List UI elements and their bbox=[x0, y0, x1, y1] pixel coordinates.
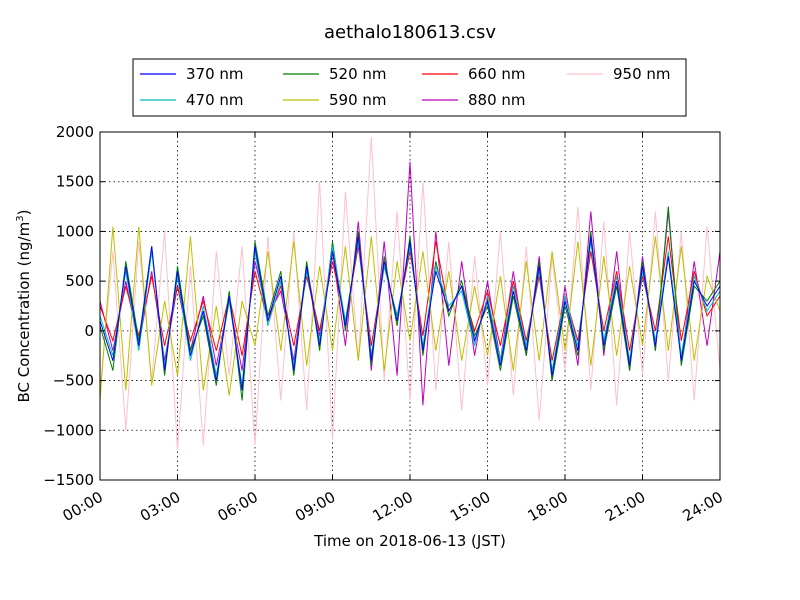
legend-label: 370 nm bbox=[186, 65, 244, 83]
x-tick-label: 18:00 bbox=[525, 488, 571, 525]
legend-box bbox=[132, 58, 687, 117]
plot-frame bbox=[99, 131, 721, 481]
y-tick-label: 0 bbox=[84, 322, 94, 340]
y-tick-label: −1000 bbox=[43, 421, 94, 439]
legend-entry: 660 nm bbox=[422, 65, 526, 83]
y-tick-labels: 2000 1500 1000 500 0 −500 −1000 −1500 bbox=[43, 123, 94, 489]
y-tick-label: 500 bbox=[65, 272, 94, 290]
series-line-950-nm bbox=[99, 136, 721, 451]
series-lines bbox=[99, 136, 721, 451]
legend-label: 520 nm bbox=[329, 65, 387, 83]
legend-entries: 370 nm 470 nm 520 nm 590 nm 660 nm 880 nm 950 … bbox=[140, 65, 671, 109]
x-tick-labels: 00:00 03:00 06:00 09:00 12:00 15:00 18:00 21:00… bbox=[60, 488, 726, 525]
series-line-470-nm bbox=[99, 241, 721, 386]
legend-label: 950 nm bbox=[613, 65, 671, 83]
x-axis-label: Time on 2018-06-13 (JST) bbox=[313, 532, 506, 550]
series-line-880-nm bbox=[99, 161, 721, 406]
y-axis-label-main: BC Concentration (ng/m bbox=[15, 222, 33, 403]
x-tick-label: 24:00 bbox=[680, 488, 726, 525]
x-tick-label: 06:00 bbox=[215, 488, 261, 525]
y-tick-label: 2000 bbox=[56, 123, 94, 141]
x-tick-label: 00:00 bbox=[60, 488, 106, 525]
y-tick-label: 1500 bbox=[56, 173, 94, 191]
legend-label: 660 nm bbox=[468, 65, 526, 83]
x-tick-label: 15:00 bbox=[447, 488, 493, 525]
legend-entry: 370 nm bbox=[140, 65, 244, 83]
y-tick-label: 1000 bbox=[56, 222, 94, 240]
x-tick-label: 09:00 bbox=[292, 488, 338, 525]
series-line-590-nm bbox=[99, 226, 721, 401]
legend-label: 470 nm bbox=[186, 91, 244, 109]
legend-label: 880 nm bbox=[468, 91, 526, 109]
legend-entry: 590 nm bbox=[283, 91, 387, 109]
chart-title: aethalo180613.csv bbox=[324, 22, 496, 43]
legend-entry: 470 nm bbox=[140, 91, 244, 109]
y-tick-label: −500 bbox=[53, 372, 94, 390]
x-tick-label: 21:00 bbox=[602, 488, 648, 525]
y-axis-label-close: ) bbox=[15, 210, 33, 216]
x-tick-label: 12:00 bbox=[370, 488, 416, 525]
legend-entry: 950 nm bbox=[567, 65, 671, 83]
legend: 370 nm 470 nm 520 nm 590 nm 660 nm 880 nm 950 … bbox=[132, 58, 687, 117]
legend-entry: 880 nm bbox=[422, 91, 526, 109]
series-line-370-nm bbox=[99, 236, 721, 391]
legend-label: 590 nm bbox=[329, 91, 387, 109]
y-tick-label: −1500 bbox=[43, 471, 94, 489]
series-line-520-nm bbox=[99, 206, 721, 401]
series-line-660-nm bbox=[99, 236, 721, 361]
y-axis-label-superscript: 3 bbox=[15, 215, 26, 221]
legend-entry: 520 nm bbox=[283, 65, 387, 83]
x-tick-label: 03:00 bbox=[137, 488, 183, 525]
y-axis-label: BC Concentration (ng/m3) bbox=[15, 210, 33, 403]
